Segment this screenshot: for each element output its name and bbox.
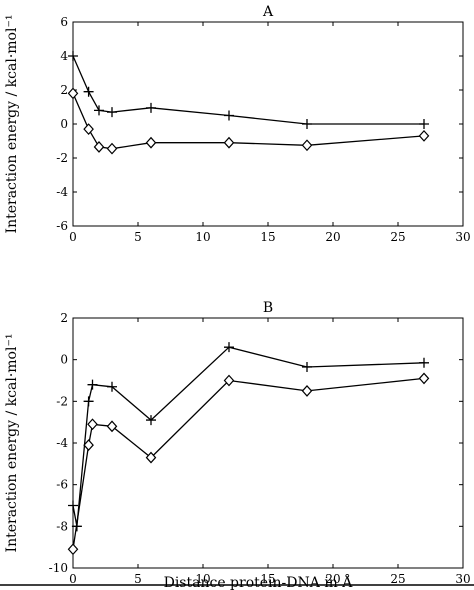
data-point-plus — [83, 86, 94, 97]
panel-title: A — [262, 4, 274, 20]
y-tick-label: -2 — [56, 151, 68, 165]
y-tick-label: -4 — [56, 436, 68, 450]
data-point-plus — [224, 110, 234, 121]
data-point-diamond — [67, 543, 79, 556]
data-point-diamond — [223, 374, 235, 387]
data-point-diamond — [145, 136, 157, 149]
y-tick-label: -10 — [49, 561, 68, 575]
data-point-diamond — [418, 372, 430, 385]
x-tick-label: 10 — [195, 572, 210, 586]
x-tick-label: 15 — [260, 230, 275, 244]
data-point-plus — [146, 102, 156, 113]
data-point-plus — [68, 500, 78, 511]
y-axis-label: Interaction energy / kcal·mol⁻¹ — [4, 15, 20, 234]
x-tick-label: 30 — [455, 230, 470, 244]
data-point-plus — [107, 381, 117, 392]
x-tick-label: 10 — [195, 230, 210, 244]
series-plus-line — [72, 55, 424, 125]
y-tick-label: 2 — [60, 83, 68, 97]
y-tick-label: -6 — [56, 219, 68, 233]
x-tick-label: 0 — [69, 230, 77, 244]
x-tick-label: 25 — [390, 230, 405, 244]
y-tick-label: -2 — [56, 394, 68, 408]
y-tick-label: 0 — [60, 353, 68, 367]
panel-title: B — [263, 300, 273, 316]
data-point-plus — [68, 51, 78, 61]
data-point-plus — [107, 107, 117, 118]
x-tick-label: 25 — [390, 572, 405, 586]
y-tick-label: 6 — [60, 15, 68, 29]
x-tick-label: 5 — [134, 230, 142, 244]
data-point-diamond — [106, 420, 118, 433]
x-tick-label: 15 — [260, 572, 275, 586]
panel-a: 0 5 10 15 20 25 30 -6 -4 -2 0 2 4 6 A Interaction energ… — [4, 4, 471, 244]
data-point-diamond — [83, 439, 94, 451]
y-axis-label: Interaction energy / kcal·mol⁻¹ — [4, 334, 20, 553]
data-point-diamond — [223, 136, 235, 149]
x-tick-label: 0 — [69, 572, 77, 586]
x-tick-label: 30 — [455, 572, 470, 586]
data-point-diamond — [83, 123, 94, 135]
data-point-diamond — [418, 130, 430, 142]
panel-b: 0 5 10 15 20 25 30 -10 -8 -6 -4 -2 0 2 B Interaction en… — [4, 300, 471, 590]
data-point-diamond — [145, 451, 157, 464]
plot-frame — [72, 317, 464, 569]
data-point-diamond — [301, 139, 313, 152]
y-tick-label: 2 — [60, 311, 68, 325]
data-point-plus — [302, 361, 312, 372]
data-point-diamond — [106, 142, 118, 155]
x-tick-label: 20 — [325, 572, 340, 586]
y-tick-label: 0 — [60, 117, 68, 131]
x-tick-label: 5 — [134, 572, 142, 586]
data-point-diamond — [67, 87, 79, 100]
data-point-plus — [302, 119, 312, 129]
y-tick-label: -6 — [56, 478, 68, 492]
data-point-plus — [224, 342, 234, 353]
data-point-plus — [94, 105, 104, 116]
data-point-plus — [83, 396, 94, 407]
data-point-plus — [419, 119, 429, 129]
data-point-plus — [419, 357, 429, 368]
data-point-plus — [146, 415, 156, 426]
x-tick-label: 20 — [325, 230, 340, 244]
data-point-diamond — [87, 418, 98, 431]
y-tick-label: 4 — [60, 49, 68, 63]
y-tick-label: -8 — [56, 519, 68, 533]
x-axis-label: Distance protein-DNA in Å — [164, 573, 354, 590]
data-point-diamond — [301, 385, 313, 397]
series-diamond-line — [72, 377, 425, 550]
data-point-plus — [87, 379, 98, 390]
y-tick-label: -4 — [56, 185, 68, 199]
series-diamond-line — [72, 93, 425, 150]
data-point-diamond — [93, 141, 105, 153]
